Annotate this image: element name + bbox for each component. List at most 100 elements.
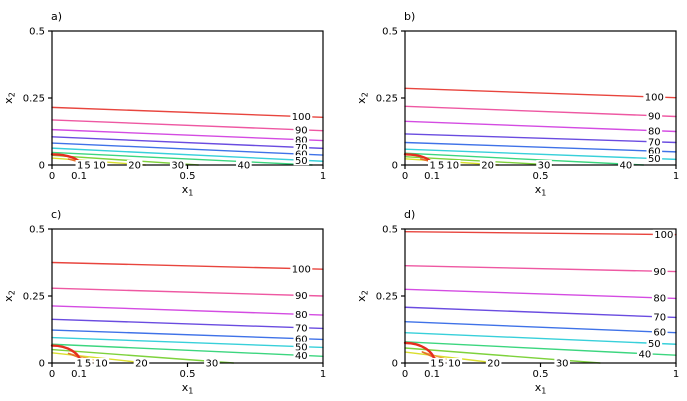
contour-label-60: 60 xyxy=(295,334,308,345)
contour-label-bg xyxy=(428,358,439,368)
contour-line-90 xyxy=(404,265,677,273)
contour-label-50: 50 xyxy=(648,339,661,350)
x-tick-label: 0 xyxy=(49,369,55,380)
contour-line-70 xyxy=(404,133,677,144)
contour-label-bg xyxy=(75,160,85,170)
contour-line-40 xyxy=(404,341,677,356)
contour-line-30 xyxy=(404,155,554,166)
contour-line-50 xyxy=(51,336,324,349)
contour-label-100: 100 xyxy=(292,112,311,123)
plot-border xyxy=(404,30,677,166)
contour-label-bg xyxy=(479,160,496,170)
x-axis-label: x1 xyxy=(182,381,194,396)
contour-label-100: 100 xyxy=(654,230,673,241)
y-tick-label: 0.5 xyxy=(382,225,398,236)
y-tick-label: 0 xyxy=(39,359,45,370)
contour-label-bg xyxy=(646,338,663,349)
contour-label-bg xyxy=(646,125,663,136)
y-axis-label: x2 xyxy=(355,92,370,104)
contour-label-bg xyxy=(82,160,93,170)
contour-label-5: 5 xyxy=(438,359,444,370)
contour-label-90: 90 xyxy=(653,267,666,278)
contour-line-70 xyxy=(404,306,677,319)
contour-label-90: 90 xyxy=(648,111,661,122)
contour-line-80 xyxy=(404,120,677,133)
y-tick-label: 0 xyxy=(39,161,45,172)
contour-label-bg xyxy=(293,333,310,344)
contour-label-bg xyxy=(446,358,463,368)
contour-label-bg xyxy=(652,229,675,240)
contour-label-30: 30 xyxy=(206,359,219,370)
contour-label-bg xyxy=(293,290,310,301)
x-tick-label: 0.5 xyxy=(533,369,549,380)
x-tick-label: 1 xyxy=(673,369,679,380)
contour-label-bg xyxy=(169,160,186,170)
contour-line-60 xyxy=(51,142,324,156)
contour-line-60 xyxy=(404,321,677,334)
contour-label-5: 5 xyxy=(438,161,444,172)
contour-line-90 xyxy=(51,119,324,132)
contour-label-bg xyxy=(293,134,310,145)
contour-label-60: 60 xyxy=(653,328,666,339)
contour-label-30: 30 xyxy=(556,359,569,370)
x-tick-label: 0.5 xyxy=(180,369,196,380)
y-tick-label: 0.5 xyxy=(29,225,45,236)
contour-label-bg xyxy=(290,111,313,122)
contour-line-100 xyxy=(51,261,324,270)
contour-label-bg xyxy=(643,91,666,102)
contour-label-bg xyxy=(651,292,668,303)
contour-label-5: 5 xyxy=(84,161,90,172)
contour-label-30: 30 xyxy=(538,161,551,172)
y-tick-label: 0 xyxy=(392,161,398,172)
contour-label-40: 40 xyxy=(619,161,632,172)
contour-line-40 xyxy=(51,151,313,166)
x-tick-label: 0 xyxy=(402,369,408,380)
contour-line-30 xyxy=(51,348,235,364)
y-tick-label: 0.25 xyxy=(23,292,45,303)
contour-label-bg xyxy=(293,124,310,135)
contour-label-bg xyxy=(293,309,310,320)
contour-label-bg xyxy=(651,327,668,338)
contour-label-bg xyxy=(536,160,552,170)
contour-label-bg xyxy=(651,311,668,322)
y-tick-label: 0.25 xyxy=(376,94,398,105)
contour-label-bg xyxy=(126,160,143,170)
panel-label: d) xyxy=(404,208,415,221)
contour-label-1: 1 xyxy=(429,161,435,172)
contour-label-bg xyxy=(651,266,668,277)
contour-label-bg xyxy=(290,263,313,274)
contour-label-bg xyxy=(91,160,108,170)
contour-label-70: 70 xyxy=(648,137,661,148)
contour-label-bg xyxy=(436,358,446,368)
contour-label-10: 10 xyxy=(95,359,108,370)
contour-label-bg xyxy=(646,146,663,157)
contour-line-60 xyxy=(404,141,677,153)
contour-label-bg xyxy=(293,322,310,333)
contour-label-bg xyxy=(646,136,663,147)
contour-label-bg xyxy=(485,358,502,368)
contour-line-70 xyxy=(51,318,324,330)
contour-label-bg xyxy=(637,348,653,359)
contour-label-70: 70 xyxy=(295,323,308,334)
panel-label: a) xyxy=(51,10,62,23)
contour-label-20: 20 xyxy=(128,161,141,172)
x-tick-label: 1 xyxy=(673,171,679,182)
contour-label-bg xyxy=(293,341,310,352)
x-tick-label: 0.1 xyxy=(424,369,440,380)
contour-label-1: 1 xyxy=(430,359,436,370)
contour-label-50: 50 xyxy=(648,154,661,165)
y-axis-label: x2 xyxy=(2,290,17,302)
panel-label: c) xyxy=(51,208,61,221)
contour-label-80: 80 xyxy=(653,293,666,304)
contour-label-50: 50 xyxy=(295,156,308,167)
contour-line-20 xyxy=(404,351,497,364)
contour-line-20 xyxy=(51,352,147,364)
contour-label-bg xyxy=(618,160,634,170)
y-tick-label: 0.25 xyxy=(376,292,398,303)
contour-label-bg xyxy=(74,358,85,368)
contour-label-bg xyxy=(83,358,93,368)
